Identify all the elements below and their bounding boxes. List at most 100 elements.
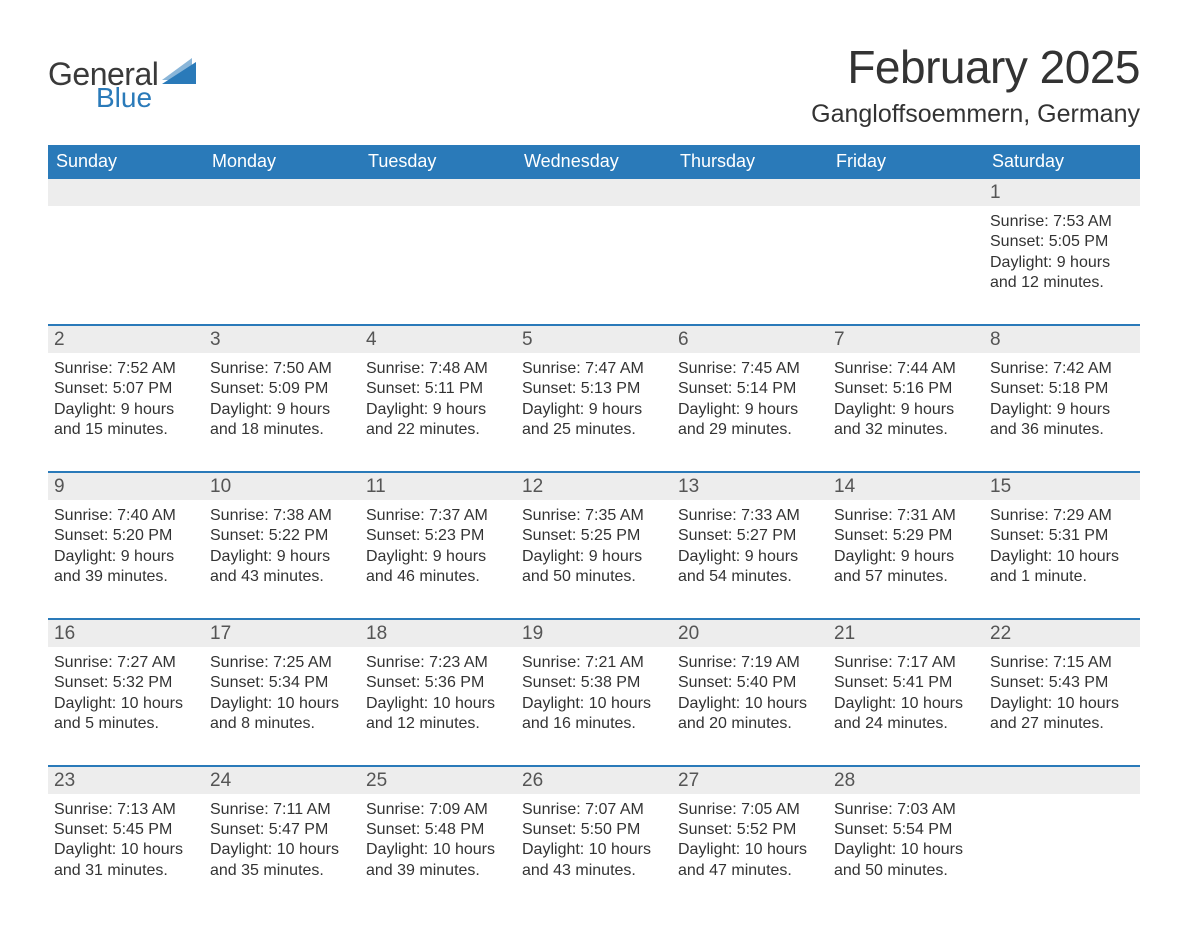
daylight-line-2: and 12 minutes. <box>366 714 510 734</box>
day-body: Sunrise: 7:25 AMSunset: 5:34 PMDaylight:… <box>210 647 354 735</box>
sunset-line: Sunset: 5:31 PM <box>990 526 1134 546</box>
daylight-line-1: Daylight: 10 hours <box>54 840 198 860</box>
sunrise-line: Sunrise: 7:35 AM <box>522 506 666 526</box>
dow-friday: Friday <box>828 145 984 179</box>
week-row: 1Sunrise: 7:53 AMSunset: 5:05 PMDaylight… <box>48 179 1140 300</box>
sunset-line: Sunset: 5:29 PM <box>834 526 978 546</box>
daylight-line-2: and 54 minutes. <box>678 567 822 587</box>
daylight-line-1: Daylight: 10 hours <box>990 547 1134 567</box>
sunset-line: Sunset: 5:23 PM <box>366 526 510 546</box>
day-number: 26 <box>516 767 672 794</box>
daylight-line-1: Daylight: 9 hours <box>210 400 354 420</box>
sunrise-line: Sunrise: 7:19 AM <box>678 653 822 673</box>
daylight-line-2: and 8 minutes. <box>210 714 354 734</box>
month-title: February 2025 <box>811 40 1140 94</box>
day-cell: 26Sunrise: 7:07 AMSunset: 5:50 PMDayligh… <box>516 767 672 888</box>
daylight-line-1: Daylight: 9 hours <box>54 400 198 420</box>
day-body: Sunrise: 7:05 AMSunset: 5:52 PMDaylight:… <box>678 794 822 882</box>
sunset-line: Sunset: 5:40 PM <box>678 673 822 693</box>
sunset-line: Sunset: 5:50 PM <box>522 820 666 840</box>
day-cell: 13Sunrise: 7:33 AMSunset: 5:27 PMDayligh… <box>672 473 828 594</box>
daylight-line-2: and 25 minutes. <box>522 420 666 440</box>
sunrise-line: Sunrise: 7:47 AM <box>522 359 666 379</box>
day-number: 4 <box>360 326 516 353</box>
daylight-line-2: and 35 minutes. <box>210 861 354 881</box>
day-body: Sunrise: 7:17 AMSunset: 5:41 PMDaylight:… <box>834 647 978 735</box>
sunrise-line: Sunrise: 7:38 AM <box>210 506 354 526</box>
sunset-line: Sunset: 5:38 PM <box>522 673 666 693</box>
brand-blue: Blue <box>96 84 158 112</box>
day-cell: 20Sunrise: 7:19 AMSunset: 5:40 PMDayligh… <box>672 620 828 741</box>
day-cell: 21Sunrise: 7:17 AMSunset: 5:41 PMDayligh… <box>828 620 984 741</box>
day-cell: 10Sunrise: 7:38 AMSunset: 5:22 PMDayligh… <box>204 473 360 594</box>
sunrise-line: Sunrise: 7:53 AM <box>990 212 1134 232</box>
daylight-line-1: Daylight: 9 hours <box>522 547 666 567</box>
day-number: 25 <box>360 767 516 794</box>
daylight-line-2: and 50 minutes. <box>834 861 978 881</box>
day-body: Sunrise: 7:33 AMSunset: 5:27 PMDaylight:… <box>678 500 822 588</box>
day-number: 27 <box>672 767 828 794</box>
daylight-line-1: Daylight: 9 hours <box>366 400 510 420</box>
day-body: Sunrise: 7:09 AMSunset: 5:48 PMDaylight:… <box>366 794 510 882</box>
sunrise-line: Sunrise: 7:40 AM <box>54 506 198 526</box>
day-cell: 7Sunrise: 7:44 AMSunset: 5:16 PMDaylight… <box>828 326 984 447</box>
day-cell: 15Sunrise: 7:29 AMSunset: 5:31 PMDayligh… <box>984 473 1140 594</box>
day-number: 14 <box>828 473 984 500</box>
dow-saturday: Saturday <box>984 145 1140 179</box>
day-cell: 6Sunrise: 7:45 AMSunset: 5:14 PMDaylight… <box>672 326 828 447</box>
day-cell: 16Sunrise: 7:27 AMSunset: 5:32 PMDayligh… <box>48 620 204 741</box>
day-cell <box>516 179 672 300</box>
day-number <box>984 767 1140 794</box>
day-cell: 9Sunrise: 7:40 AMSunset: 5:20 PMDaylight… <box>48 473 204 594</box>
sunset-line: Sunset: 5:20 PM <box>54 526 198 546</box>
daylight-line-1: Daylight: 10 hours <box>210 840 354 860</box>
day-body: Sunrise: 7:13 AMSunset: 5:45 PMDaylight:… <box>54 794 198 882</box>
sunset-line: Sunset: 5:47 PM <box>210 820 354 840</box>
day-cell <box>984 767 1140 888</box>
day-number: 22 <box>984 620 1140 647</box>
sunset-line: Sunset: 5:11 PM <box>366 379 510 399</box>
day-number: 19 <box>516 620 672 647</box>
week-row: 23Sunrise: 7:13 AMSunset: 5:45 PMDayligh… <box>48 765 1140 888</box>
sunset-line: Sunset: 5:36 PM <box>366 673 510 693</box>
day-number: 17 <box>204 620 360 647</box>
day-body: Sunrise: 7:42 AMSunset: 5:18 PMDaylight:… <box>990 353 1134 441</box>
day-number: 15 <box>984 473 1140 500</box>
day-body: Sunrise: 7:48 AMSunset: 5:11 PMDaylight:… <box>366 353 510 441</box>
day-number: 11 <box>360 473 516 500</box>
daylight-line-1: Daylight: 9 hours <box>210 547 354 567</box>
calendar: Sunday Monday Tuesday Wednesday Thursday… <box>48 145 1140 887</box>
sunrise-line: Sunrise: 7:50 AM <box>210 359 354 379</box>
daylight-line-2: and 24 minutes. <box>834 714 978 734</box>
day-body: Sunrise: 7:53 AMSunset: 5:05 PMDaylight:… <box>990 206 1134 294</box>
day-number: 2 <box>48 326 204 353</box>
day-cell <box>828 179 984 300</box>
day-body: Sunrise: 7:29 AMSunset: 5:31 PMDaylight:… <box>990 500 1134 588</box>
sunrise-line: Sunrise: 7:48 AM <box>366 359 510 379</box>
daylight-line-1: Daylight: 9 hours <box>678 400 822 420</box>
daylight-line-2: and 50 minutes. <box>522 567 666 587</box>
daylight-line-1: Daylight: 10 hours <box>834 694 978 714</box>
sunset-line: Sunset: 5:18 PM <box>990 379 1134 399</box>
daylight-line-1: Daylight: 9 hours <box>990 400 1134 420</box>
daylight-line-2: and 12 minutes. <box>990 273 1134 293</box>
sunset-line: Sunset: 5:16 PM <box>834 379 978 399</box>
daylight-line-1: Daylight: 9 hours <box>54 547 198 567</box>
sunrise-line: Sunrise: 7:45 AM <box>678 359 822 379</box>
day-number: 28 <box>828 767 984 794</box>
sunrise-line: Sunrise: 7:33 AM <box>678 506 822 526</box>
sunset-line: Sunset: 5:45 PM <box>54 820 198 840</box>
sunset-line: Sunset: 5:43 PM <box>990 673 1134 693</box>
sunset-line: Sunset: 5:22 PM <box>210 526 354 546</box>
day-cell <box>204 179 360 300</box>
dow-monday: Monday <box>204 145 360 179</box>
daylight-line-2: and 46 minutes. <box>366 567 510 587</box>
daylight-line-2: and 18 minutes. <box>210 420 354 440</box>
day-number <box>516 179 672 206</box>
daylight-line-2: and 39 minutes. <box>54 567 198 587</box>
day-body: Sunrise: 7:15 AMSunset: 5:43 PMDaylight:… <box>990 647 1134 735</box>
daylight-line-2: and 20 minutes. <box>678 714 822 734</box>
day-body: Sunrise: 7:27 AMSunset: 5:32 PMDaylight:… <box>54 647 198 735</box>
day-number: 18 <box>360 620 516 647</box>
daylight-line-2: and 15 minutes. <box>54 420 198 440</box>
